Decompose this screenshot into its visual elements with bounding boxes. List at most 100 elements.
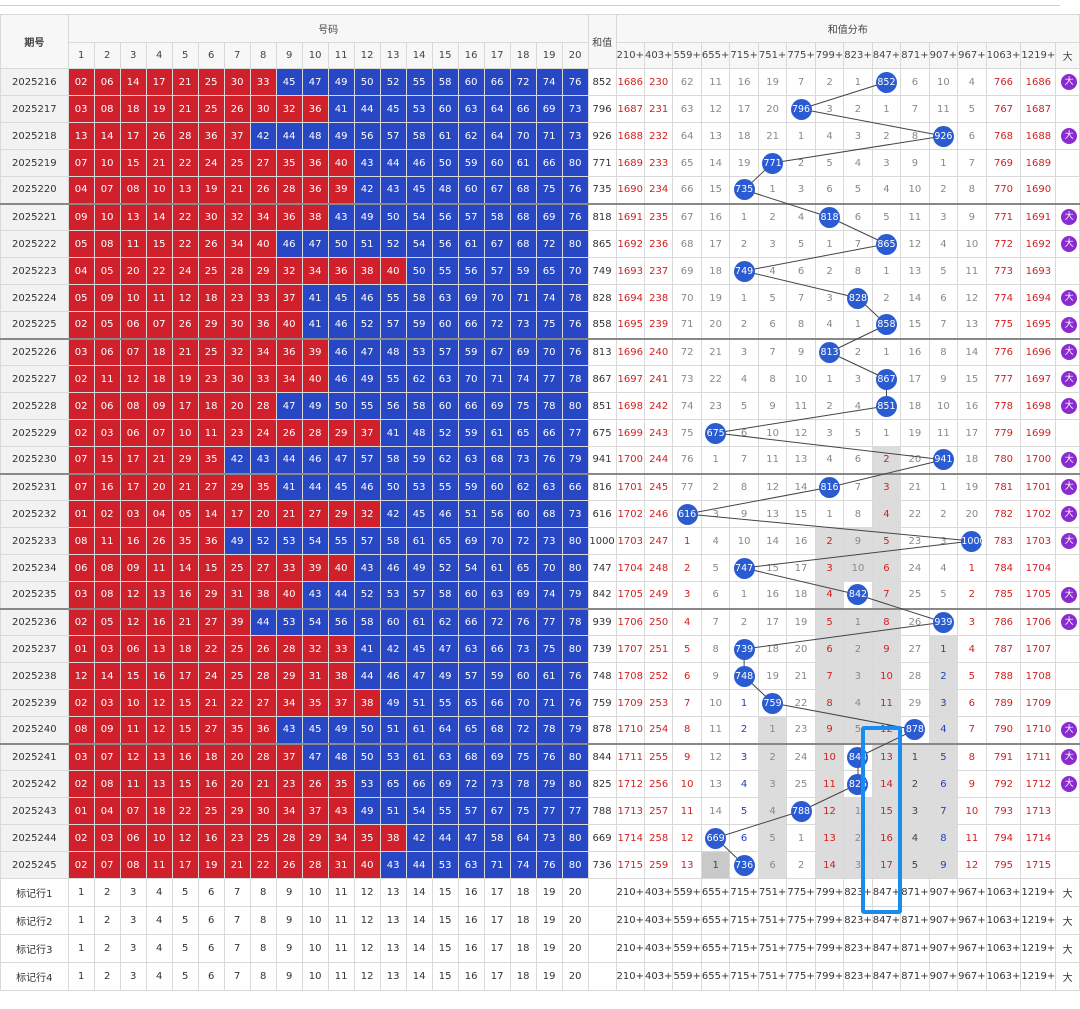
marker-number-cell[interactable]: 1 — [67, 934, 95, 963]
marker-dist-cell[interactable]: 775+ — [786, 962, 816, 991]
marker-dist-cell[interactable]: 799+ — [814, 934, 845, 963]
marker-number-cell[interactable]: 5 — [171, 934, 199, 963]
marker-dist-cell[interactable]: 403+ — [643, 878, 674, 907]
marker-number-cell[interactable]: 10 — [301, 906, 329, 935]
marker-number-cell[interactable]: 6 — [197, 934, 225, 963]
marker-number-cell[interactable]: 3 — [119, 934, 147, 963]
marker-dist-cell[interactable]: 799+ — [814, 878, 845, 907]
marker-dist-cell[interactable]: 655+ — [700, 878, 731, 907]
marker-number-cell[interactable]: 17 — [483, 934, 511, 963]
marker-number-cell[interactable]: 14 — [405, 906, 433, 935]
marker-number-cell[interactable]: 10 — [301, 878, 329, 907]
marker-number-cell[interactable]: 1 — [67, 962, 95, 991]
marker-dist-cell[interactable]: 210+ — [615, 962, 645, 991]
search-strip[interactable] — [0, 0, 1060, 6]
marker-number-cell[interactable]: 4 — [145, 906, 173, 935]
marker-dist-cell[interactable]: 775+ — [786, 906, 816, 935]
marker-number-cell[interactable]: 2 — [93, 878, 121, 907]
marker-number-cell[interactable]: 12 — [353, 934, 381, 963]
marker-dist-cell[interactable]: 907+ — [928, 934, 959, 963]
marker-dist-cell[interactable]: 751+ — [757, 962, 788, 991]
marker-number-cell[interactable]: 9 — [275, 962, 303, 991]
marker-number-cell[interactable]: 14 — [405, 962, 433, 991]
marker-row[interactable]: 标记行4 1 2 3 4 5 6 7 8 9 10 11 12 13 14 15 16 17 18 19 20 210+ 4… — [0, 962, 1080, 991]
marker-dist-cell[interactable]: 967+ — [957, 906, 987, 935]
marker-number-cell[interactable]: 7 — [223, 906, 251, 935]
marker-number-cell[interactable]: 19 — [535, 962, 563, 991]
marker-number-cell[interactable]: 7 — [223, 878, 251, 907]
marker-dist-cell[interactable]: 403+ — [643, 906, 674, 935]
marker-number-cell[interactable]: 12 — [353, 878, 381, 907]
marker-number-cell[interactable]: 19 — [535, 906, 563, 935]
marker-number-cell[interactable]: 15 — [431, 906, 459, 935]
marker-dist-cell[interactable]: 大 — [1055, 906, 1080, 935]
marker-number-cell[interactable]: 13 — [379, 934, 407, 963]
marker-number-cell[interactable]: 11 — [327, 934, 355, 963]
marker-row[interactable]: 标记行2 1 2 3 4 5 6 7 8 9 10 11 12 13 14 15 16 17 18 19 20 210+ 4… — [0, 906, 1080, 935]
marker-number-cell[interactable]: 18 — [509, 962, 537, 991]
marker-dist-cell[interactable]: 403+ — [643, 962, 674, 991]
marker-dist-cell[interactable]: 1219+ — [1020, 962, 1057, 991]
marker-number-cell[interactable]: 10 — [301, 962, 329, 991]
marker-number-cell[interactable]: 7 — [223, 934, 251, 963]
marker-dist-cell[interactable]: 871+ — [900, 962, 930, 991]
marker-dist-cell[interactable]: 655+ — [700, 934, 731, 963]
marker-dist-cell[interactable]: 1063+ — [985, 934, 1022, 963]
marker-number-cell[interactable]: 4 — [145, 878, 173, 907]
marker-dist-cell[interactable]: 559+ — [672, 878, 702, 907]
marker-dist-cell[interactable]: 1063+ — [985, 906, 1022, 935]
marker-dist-cell[interactable]: 775+ — [786, 878, 816, 907]
marker-dist-cell[interactable]: 655+ — [700, 962, 731, 991]
marker-number-cell[interactable]: 12 — [353, 962, 381, 991]
marker-number-cell[interactable]: 20 — [561, 934, 589, 963]
marker-dist-cell[interactable]: 210+ — [615, 878, 645, 907]
marker-dist-cell[interactable]: 1219+ — [1020, 906, 1057, 935]
marker-number-cell[interactable]: 13 — [379, 878, 407, 907]
marker-dist-cell[interactable]: 847+ — [871, 878, 902, 907]
marker-number-cell[interactable]: 8 — [249, 934, 277, 963]
marker-dist-cell[interactable]: 799+ — [814, 906, 845, 935]
marker-number-cell[interactable]: 2 — [93, 962, 121, 991]
marker-number-cell[interactable]: 6 — [197, 878, 225, 907]
marker-dist-cell[interactable]: 1063+ — [985, 962, 1022, 991]
marker-dist-cell[interactable]: 775+ — [786, 934, 816, 963]
marker-number-cell[interactable]: 9 — [275, 878, 303, 907]
marker-dist-cell[interactable]: 907+ — [928, 878, 959, 907]
marker-number-cell[interactable]: 18 — [509, 878, 537, 907]
marker-number-cell[interactable]: 12 — [353, 906, 381, 935]
marker-dist-cell[interactable]: 751+ — [757, 934, 788, 963]
marker-number-cell[interactable]: 9 — [275, 906, 303, 935]
marker-number-cell[interactable]: 2 — [93, 906, 121, 935]
marker-number-cell[interactable]: 20 — [561, 962, 589, 991]
marker-dist-cell[interactable]: 1063+ — [985, 878, 1022, 907]
marker-dist-cell[interactable]: 559+ — [672, 934, 702, 963]
marker-number-cell[interactable]: 2 — [93, 934, 121, 963]
marker-number-cell[interactable]: 16 — [457, 934, 485, 963]
marker-dist-cell[interactable]: 559+ — [672, 962, 702, 991]
marker-number-cell[interactable]: 8 — [249, 878, 277, 907]
marker-dist-cell[interactable]: 847+ — [871, 962, 902, 991]
marker-number-cell[interactable]: 11 — [327, 906, 355, 935]
marker-dist-cell[interactable]: 823+ — [843, 934, 873, 963]
marker-row[interactable]: 标记行3 1 2 3 4 5 6 7 8 9 10 11 12 13 14 15 16 17 18 19 20 210+ 4… — [0, 934, 1080, 963]
marker-number-cell[interactable]: 3 — [119, 962, 147, 991]
marker-number-cell[interactable]: 1 — [67, 906, 95, 935]
marker-number-cell[interactable]: 4 — [145, 934, 173, 963]
marker-number-cell[interactable]: 11 — [327, 878, 355, 907]
marker-number-cell[interactable]: 15 — [431, 878, 459, 907]
marker-dist-cell[interactable]: 715+ — [729, 906, 759, 935]
marker-number-cell[interactable]: 15 — [431, 962, 459, 991]
marker-number-cell[interactable]: 15 — [431, 934, 459, 963]
marker-dist-cell[interactable]: 967+ — [957, 878, 987, 907]
marker-number-cell[interactable]: 19 — [535, 878, 563, 907]
marker-dist-cell[interactable]: 559+ — [672, 906, 702, 935]
marker-number-cell[interactable]: 16 — [457, 962, 485, 991]
marker-dist-cell[interactable]: 大 — [1055, 934, 1080, 963]
marker-dist-cell[interactable]: 847+ — [871, 934, 902, 963]
marker-number-cell[interactable]: 17 — [483, 906, 511, 935]
marker-dist-cell[interactable]: 907+ — [928, 906, 959, 935]
marker-dist-cell[interactable]: 1219+ — [1020, 934, 1057, 963]
marker-number-cell[interactable]: 5 — [171, 906, 199, 935]
marker-number-cell[interactable]: 14 — [405, 878, 433, 907]
marker-number-cell[interactable]: 20 — [561, 878, 589, 907]
